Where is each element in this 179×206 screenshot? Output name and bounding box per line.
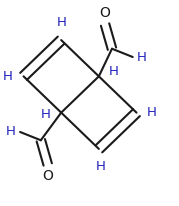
Text: H: H bbox=[96, 160, 105, 173]
Text: H: H bbox=[56, 16, 66, 29]
Text: H: H bbox=[41, 108, 51, 121]
Text: H: H bbox=[109, 65, 119, 78]
Text: H: H bbox=[3, 70, 13, 83]
Text: O: O bbox=[42, 169, 53, 183]
Text: O: O bbox=[100, 6, 110, 20]
Text: H: H bbox=[147, 106, 157, 119]
Text: H: H bbox=[137, 50, 147, 63]
Text: H: H bbox=[6, 125, 16, 138]
